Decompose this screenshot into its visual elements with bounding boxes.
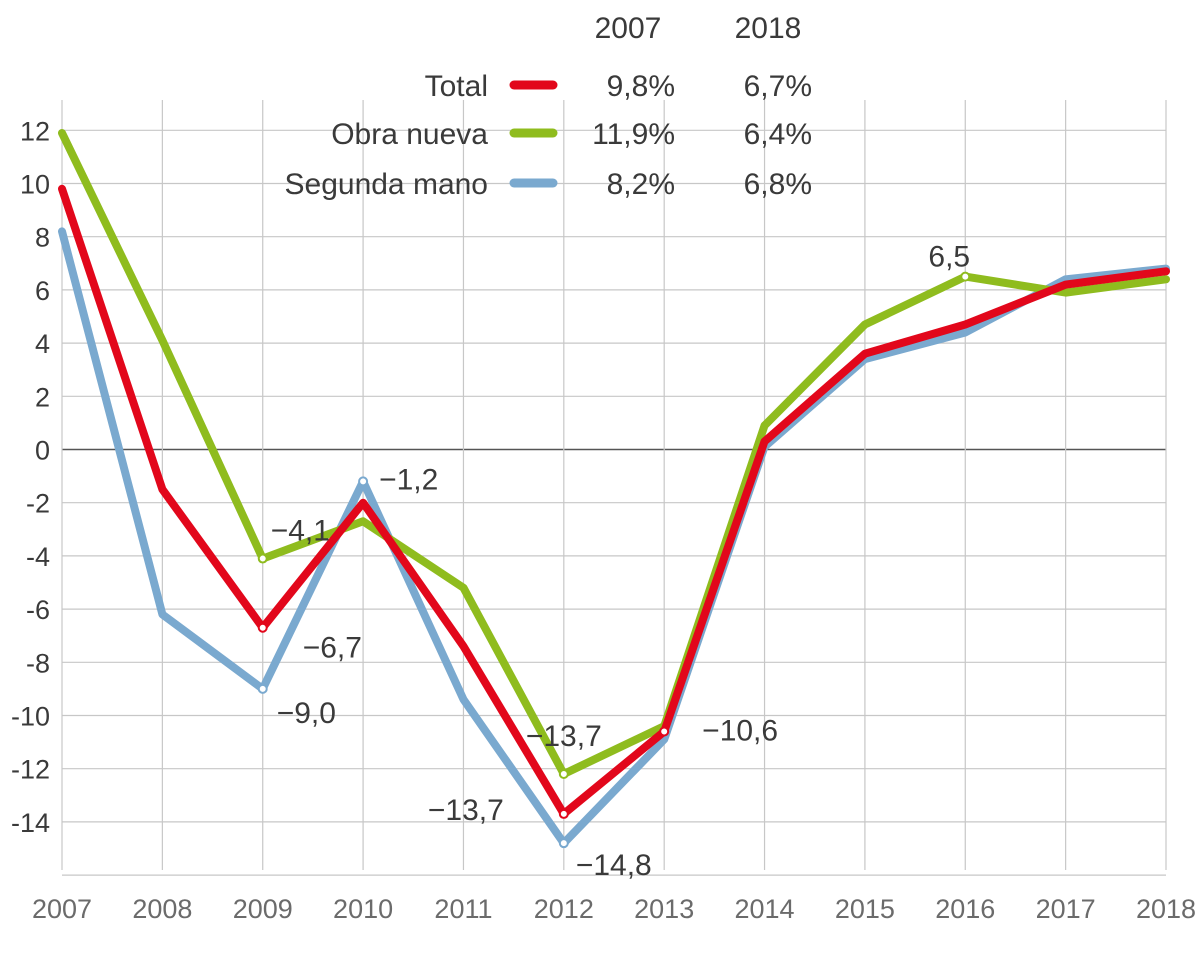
y-tick-label: -12 xyxy=(11,755,50,785)
y-tick-label: -4 xyxy=(26,542,50,572)
data-point-marker xyxy=(659,726,670,737)
x-tick-label: 2010 xyxy=(333,894,393,924)
y-tick-label: -14 xyxy=(11,808,50,838)
y-tick-label: 12 xyxy=(20,116,50,146)
legend-value-2007: 9,8% xyxy=(607,70,675,103)
annotations: −4,1 −6,7 −9,0 −1,2 −13,7 −13,7 −14,8 −10,6 6,5 xyxy=(271,241,970,883)
x-tick-label: 2009 xyxy=(233,894,293,924)
data-label: −4,1 xyxy=(271,515,330,548)
axis-ticks: 12 10 8 6 4 2 0 -2 -4 -6 -8 -10 -12 -14 2007 2008 2009 20… xyxy=(11,116,1196,924)
y-tick-label: -6 xyxy=(26,595,50,625)
series-line-segunda-mano xyxy=(58,227,1170,848)
legend-label-obra-nueva: Obra nueva xyxy=(331,118,488,151)
legend-header-2007: 2007 xyxy=(595,12,662,45)
legend: 2007 2018 Total 9,8% 6,7% Obra nueva 11,9% 6,4%… xyxy=(285,12,813,201)
data-label: −13,7 xyxy=(428,794,504,827)
legend-value-2007: 11,9% xyxy=(592,118,675,151)
legend-value-2018: 6,8% xyxy=(744,168,812,201)
data-label: −1,2 xyxy=(379,463,438,496)
data-point-marker xyxy=(257,553,268,564)
x-tick-label: 2008 xyxy=(132,894,192,924)
x-tick-label: 2013 xyxy=(634,894,694,924)
y-tick-label: 6 xyxy=(35,276,50,306)
series-lines xyxy=(58,129,1170,848)
legend-value-2018: 6,7% xyxy=(744,70,812,103)
data-point-marker xyxy=(257,683,268,694)
y-tick-label: -8 xyxy=(26,648,50,678)
x-tick-label: 2007 xyxy=(32,894,92,924)
data-point-marker xyxy=(257,622,268,633)
data-point-marker xyxy=(358,476,369,487)
legend-value-2018: 6,4% xyxy=(744,118,812,151)
x-tick-label: 2015 xyxy=(835,894,895,924)
y-tick-label: 0 xyxy=(35,436,50,466)
y-tick-label: 10 xyxy=(20,170,50,200)
data-point-marker xyxy=(960,271,971,282)
x-tick-label: 2012 xyxy=(534,894,594,924)
y-tick-label: -2 xyxy=(26,489,50,519)
y-tick-label: 4 xyxy=(35,329,50,359)
x-tick-label: 2011 xyxy=(434,894,492,924)
x-tick-label: 2016 xyxy=(935,894,995,924)
series-line-total xyxy=(58,184,1170,818)
data-point-marker xyxy=(558,838,569,849)
y-tick-label: 2 xyxy=(35,382,50,412)
legend-header-2018: 2018 xyxy=(735,12,802,45)
data-point-marker xyxy=(558,769,569,780)
y-tick-label: -10 xyxy=(11,702,50,732)
x-tick-label: 2017 xyxy=(1036,894,1096,924)
data-label: 6,5 xyxy=(928,241,970,274)
legend-label-total: Total xyxy=(425,70,488,103)
data-label: −14,8 xyxy=(576,849,652,882)
data-label: −10,6 xyxy=(702,714,778,747)
legend-value-2007: 8,2% xyxy=(607,168,675,201)
data-label: −9,0 xyxy=(277,697,336,730)
point-markers xyxy=(257,271,971,849)
data-label: −6,7 xyxy=(303,632,362,665)
x-tick-label: 2014 xyxy=(735,894,795,924)
data-point-marker xyxy=(558,808,569,819)
y-tick-label: 8 xyxy=(35,223,50,253)
x-tick-label: 2018 xyxy=(1136,894,1196,924)
series-line-obra-nueva xyxy=(58,129,1170,778)
legend-label-segunda-mano: Segunda mano xyxy=(285,168,489,201)
data-label: −13,7 xyxy=(526,720,602,753)
